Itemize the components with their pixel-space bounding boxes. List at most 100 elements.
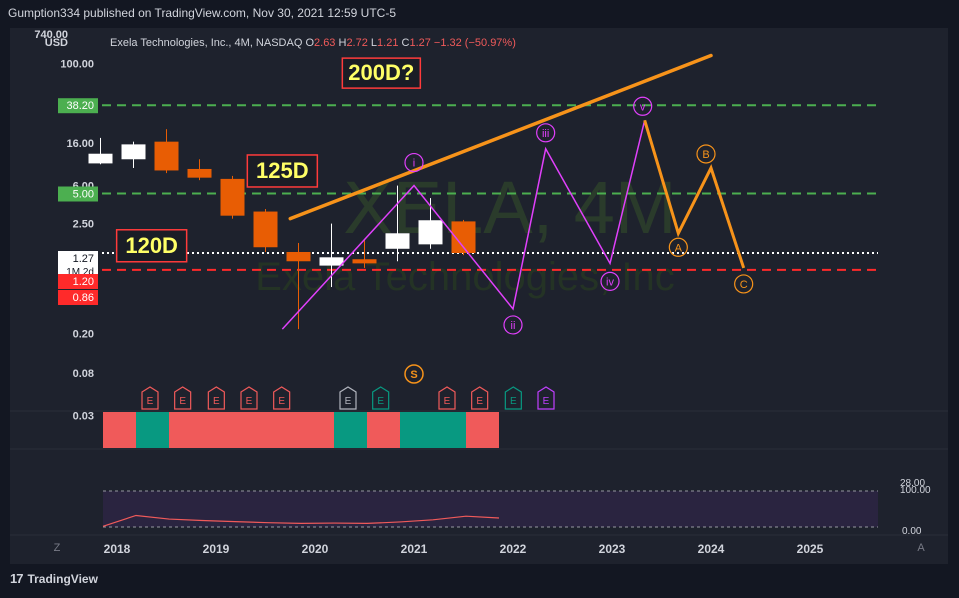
x-tick-2023: 2023	[599, 542, 626, 556]
y-axis-top-label: 740.00	[34, 29, 68, 41]
volume-bar-0	[103, 412, 136, 448]
corrective-wave-label-C: C	[740, 279, 748, 291]
annotation-label-0: 200D?	[348, 60, 414, 85]
event-marker-7	[438, 386, 456, 410]
volume-bar-9	[400, 412, 433, 448]
annotation-box-1	[246, 154, 319, 188]
price-label-bg	[58, 98, 98, 114]
legend-part-3: H	[338, 37, 346, 49]
y-tick-16.00: 16.00	[66, 138, 94, 150]
y-tick-2.50: 2.50	[73, 219, 94, 231]
event-marker-9	[504, 386, 522, 410]
volume-bar-11	[466, 412, 499, 448]
price-label-bg	[58, 274, 98, 289]
legend-part-1: O	[305, 37, 314, 49]
corrective-wave-path	[643, 119, 746, 269]
price-label-value: 0.86	[73, 292, 94, 304]
y-tick-0.08: 0.08	[73, 368, 94, 380]
tradingview-footer: 17 TradingView	[10, 571, 98, 586]
event-marker-3	[240, 386, 258, 410]
tradingview-logo-icon: 17	[10, 571, 24, 586]
volume-bar-4	[235, 412, 268, 448]
x-tick-2021: 2021	[401, 542, 428, 556]
candle-body	[319, 257, 344, 266]
candle-body	[121, 144, 146, 160]
oscillator-upper-label: 100.00	[900, 485, 931, 496]
price-label-value: 1.20	[73, 276, 94, 288]
event-label-5: E	[345, 396, 352, 407]
candle-body	[418, 220, 443, 245]
symbol-legend: Exela Technologies, Inc., 4M, NASDAQ O2.…	[110, 37, 516, 49]
event-label-4: E	[278, 396, 285, 407]
corrective-wave-label-B: B	[702, 149, 709, 161]
candle-2020-05	[352, 240, 377, 268]
event-marker-1	[174, 386, 192, 410]
x-tick-2018: 2018	[104, 542, 131, 556]
scale-toggle-left: Z	[54, 542, 61, 554]
event-label-0: E	[147, 396, 154, 407]
price-label-38.20: 38.20	[58, 98, 98, 114]
volume-bar-1	[136, 412, 169, 448]
volume-bar-2	[169, 412, 202, 448]
primary-wave-label-i: i	[413, 158, 415, 170]
legend-part-6: 1.21	[377, 37, 401, 49]
event-marker-10	[537, 386, 555, 410]
corrective-wave-label-circle-C	[734, 274, 754, 294]
x-tick-2025: 2025	[797, 542, 824, 556]
candle-2019-01	[220, 175, 245, 219]
publisher-header: Gumption334 published on TradingView.com…	[8, 6, 397, 20]
chart-pane[interactable]: XELA, 4M Exela Technologies, Inc i ii iii iv…	[10, 28, 948, 564]
x-tick-2019: 2019	[203, 542, 230, 556]
event-label-9: E	[510, 396, 517, 407]
primary-wave-label-iii: iii	[542, 128, 549, 140]
corrective-wave-label-A: A	[675, 242, 683, 254]
oscillator-line	[102, 514, 500, 527]
event-marker-8	[471, 386, 489, 410]
legend-part-0: Exela Technologies, Inc., 4M, NASDAQ	[110, 37, 305, 49]
primary-wave-label-circle-iii	[536, 123, 556, 143]
volume-bar-10	[433, 412, 466, 448]
x-tick-2020: 2020	[302, 542, 329, 556]
volume-bar-5	[268, 412, 301, 448]
candle-2018-05	[154, 129, 179, 174]
trend-line	[288, 53, 713, 221]
primary-wave-label-iv: iv	[606, 276, 614, 288]
volume-bar-7	[334, 412, 367, 448]
candle-body	[187, 168, 212, 178]
event-label-3: E	[246, 396, 253, 407]
event-label-7: E	[444, 396, 451, 407]
event-label-1: E	[179, 396, 186, 407]
scale-toggle-right: A	[917, 542, 925, 554]
price-label-value: 5.00	[73, 189, 94, 201]
x-tick-2024: 2024	[698, 542, 725, 556]
candle-body	[220, 178, 245, 216]
event-split-label: S	[410, 369, 417, 381]
price-label-bg	[58, 290, 98, 305]
primary-wave-label-circle-ii	[503, 315, 523, 335]
price-label-1.20: 1.20	[58, 274, 98, 289]
price-label-value: 1.27	[73, 253, 94, 265]
candle-2020-09	[385, 185, 410, 262]
primary-wave-label-circle-iv	[600, 271, 620, 291]
annotation-label-2: 120D	[125, 233, 178, 258]
primary-wave-label-ii: ii	[511, 320, 516, 332]
y-tick-0.03: 0.03	[73, 411, 94, 423]
event-marker-4	[273, 386, 291, 410]
candle-2017-09	[88, 137, 113, 165]
legend-part-7: C	[402, 37, 410, 49]
legend-part-2: 2.63	[314, 37, 338, 49]
primary-wave-label-v: v	[640, 101, 646, 113]
primary-wave-label-circle-v	[633, 96, 653, 116]
event-label-8: E	[476, 396, 483, 407]
legend-part-5: L	[371, 37, 377, 49]
volume-bar-3	[202, 412, 235, 448]
event-marker-6	[372, 386, 390, 410]
volume-bar-8	[367, 412, 400, 448]
price-label-value: 38.20	[66, 100, 94, 112]
corrective-wave-label-circle-A	[668, 237, 688, 257]
event-marker-0	[141, 386, 159, 410]
price-label-5.00: 5.00	[58, 186, 98, 202]
annotation-box-2	[115, 229, 188, 263]
candle-2019-05	[253, 208, 278, 252]
